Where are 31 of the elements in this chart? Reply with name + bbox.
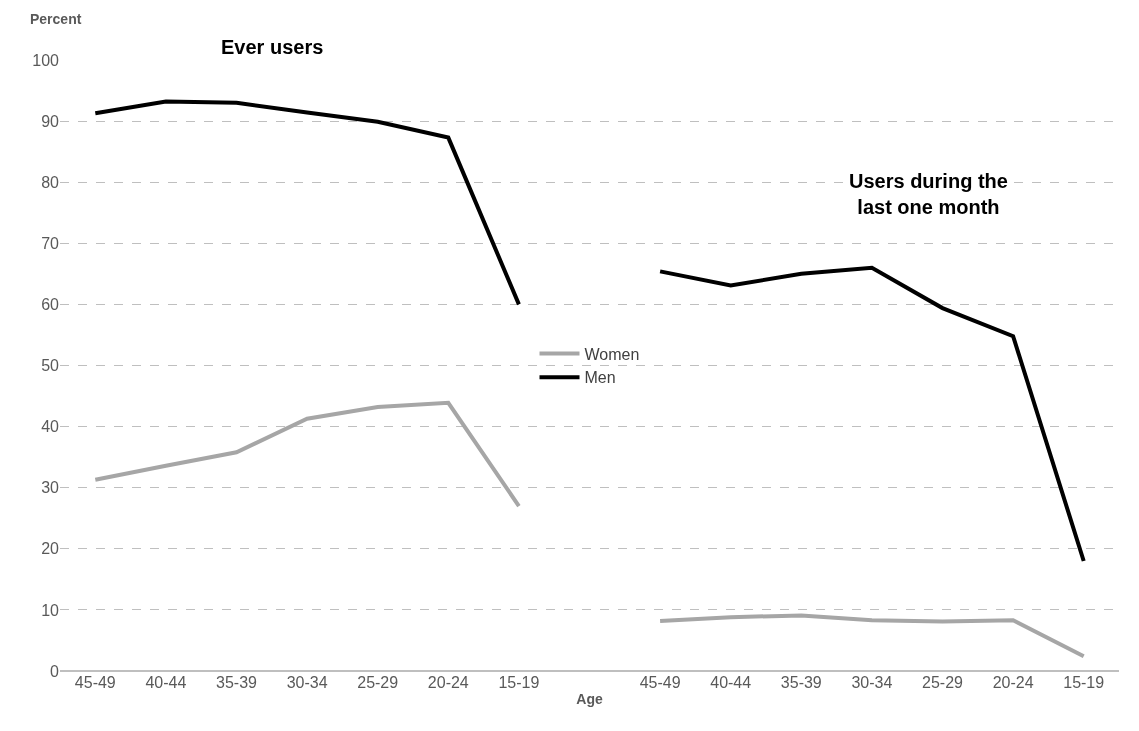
y-axis-title: Percent [30,11,82,27]
y-tick-label: 100 [32,51,60,69]
x-tick-label: 25-29 [357,674,399,691]
y-tick-label: 70 [41,234,60,252]
x-tick-label: 25-29 [922,674,964,691]
annotation: Users during the last one month [849,170,1008,218]
x-tick-label: 15-19 [1063,674,1105,691]
x-tick-label: 30-34 [851,674,893,691]
x-tick-label: 45-49 [74,674,116,691]
text: Ever users [221,36,324,58]
y-tick-label: 10 [41,601,60,619]
legend-label: Women [584,345,640,363]
x-tick-label: 40-44 [145,674,187,691]
x-tick-label: 15-19 [498,674,540,691]
x-tick-label: 35-39 [780,674,822,691]
y-tick-label: 20 [41,540,60,558]
x-tick-label: 20-24 [992,674,1034,691]
y-tick-label: 30 [41,479,60,497]
x-tick-label: 35-39 [216,674,258,691]
y-tick-label: 90 [41,112,60,130]
y-tick-label: 80 [41,173,60,191]
x-tick-label: 20-24 [427,674,469,691]
legend-label: Men [584,369,616,387]
x-tick-label: 40-44 [710,674,752,691]
y-tick-label: 0 [50,662,60,680]
y-tick-label: 60 [41,296,60,313]
y-tick-label: 50 [41,357,60,375]
x-tick-label: 45-49 [639,674,681,691]
y-tick-label: 40 [41,418,60,436]
x-axis-title: Age [576,691,603,708]
x-tick-label: 30-34 [286,674,328,691]
